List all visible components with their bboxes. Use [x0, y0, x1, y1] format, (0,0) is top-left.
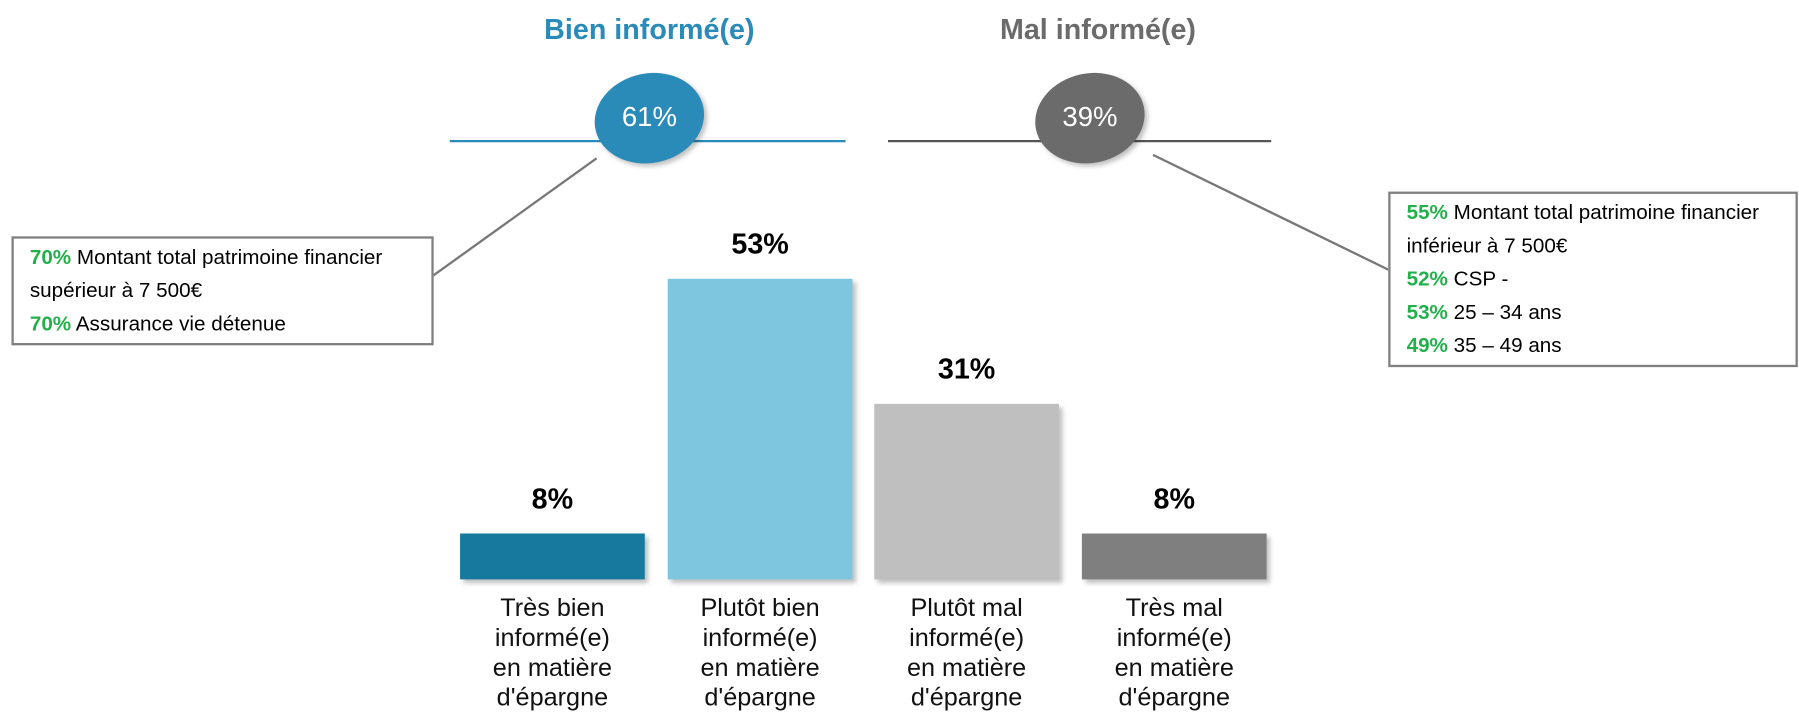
callout-text: CSP -	[1453, 267, 1509, 291]
callout-percent: 52%	[1406, 267, 1448, 291]
callout-item: 55% Montant total patrimoine financier i…	[1407, 196, 1780, 263]
callout-box: 55% Montant total patrimoine financier i…	[1388, 191, 1798, 368]
group-value: 61%	[621, 102, 677, 134]
callout-text: Montant total patrimoine financier supér…	[29, 245, 383, 302]
connector-line	[429, 157, 598, 279]
callout-percent: 70%	[29, 312, 72, 336]
callout-percent: 49%	[1406, 333, 1448, 357]
callout-text: Montant total patrimoine financier infér…	[1406, 200, 1760, 257]
category-label: Plutôt mal informé(e) en matière d'éparg…	[906, 593, 1027, 712]
bar	[1081, 533, 1267, 580]
callout-percent: 53%	[1406, 300, 1448, 324]
value-label: 31%	[937, 352, 996, 385]
callout-item: 52% CSP -	[1407, 263, 1780, 296]
bar	[667, 278, 853, 580]
group-title: Mal informé(e)	[999, 13, 1196, 46]
category-label: Très mal informé(e) en matière d'épargne	[1114, 593, 1234, 712]
value-label: 53%	[731, 227, 789, 261]
callout-item: 49% 35 – 49 ans	[1407, 329, 1780, 362]
callout-percent: 55%	[1406, 200, 1448, 224]
callout-percent: 70%	[29, 245, 72, 269]
callout-item: 70% Assurance vie détenue	[30, 307, 415, 340]
bar	[874, 403, 1059, 580]
connector-line	[1152, 153, 1389, 271]
value-label: 8%	[531, 483, 574, 516]
category-label: Plutôt bien informé(e) en matière d'épar…	[700, 593, 820, 712]
group-value: 39%	[1062, 102, 1118, 134]
bar	[460, 533, 645, 580]
group-title: Bien informé(e)	[544, 13, 755, 46]
callout-text: 25 – 34 ans	[1453, 300, 1562, 324]
callout-item: 70% Montant total patrimoine financier s…	[30, 241, 415, 308]
value-label: 8%	[1153, 483, 1195, 516]
callout-item: 53% 25 – 34 ans	[1407, 296, 1780, 329]
callout-box: 70% Montant total patrimoine financier s…	[11, 236, 434, 346]
callout-text: Assurance vie détenue	[75, 312, 286, 336]
callout-text: 35 – 49 ans	[1453, 333, 1562, 357]
category-label: Très bien informé(e) en matière d'épargn…	[492, 593, 613, 712]
